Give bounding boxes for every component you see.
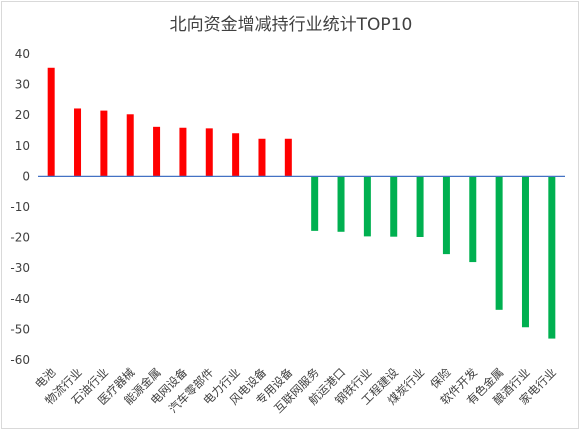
bar-电力行业	[232, 133, 240, 177]
bar-航运港口	[337, 176, 345, 232]
chart-title: 北向资金增减持行业统计TOP10	[169, 15, 413, 35]
bar-软件开发	[469, 176, 477, 263]
y-tick-label: -20	[10, 231, 30, 245]
bar-煤炭行业	[416, 176, 424, 237]
y-tick-label: -40	[10, 292, 30, 306]
bar-酿酒行业	[521, 176, 529, 328]
bar-医疗器械	[126, 114, 134, 177]
y-tick-label: -50	[10, 322, 30, 336]
bar-能源金属	[153, 126, 161, 177]
y-tick-label: 0	[22, 169, 30, 183]
y-tick-label: 30	[15, 78, 30, 92]
bar-专用设备	[284, 138, 292, 177]
y-tick-label: 20	[15, 108, 30, 122]
bar-物流行业	[74, 108, 82, 177]
bar-有色金属	[495, 176, 503, 310]
bar-电池	[47, 67, 55, 177]
bar-保险	[442, 176, 450, 255]
y-tick-label: 40	[15, 47, 30, 61]
y-tick-label: -60	[10, 353, 30, 367]
bar-家电行业	[548, 176, 556, 339]
bar-汽车零部件	[205, 128, 213, 177]
bar-电网设备	[179, 127, 187, 177]
y-tick-label: -30	[10, 261, 30, 275]
bar-工程建设	[390, 176, 398, 237]
y-tick-label: -10	[10, 200, 30, 214]
bar-互联网服务	[311, 176, 319, 231]
bar-风电设备	[258, 138, 266, 177]
y-tick-label: 10	[15, 139, 30, 153]
bar-石油行业	[100, 110, 108, 177]
bar-钢铁行业	[363, 176, 371, 237]
